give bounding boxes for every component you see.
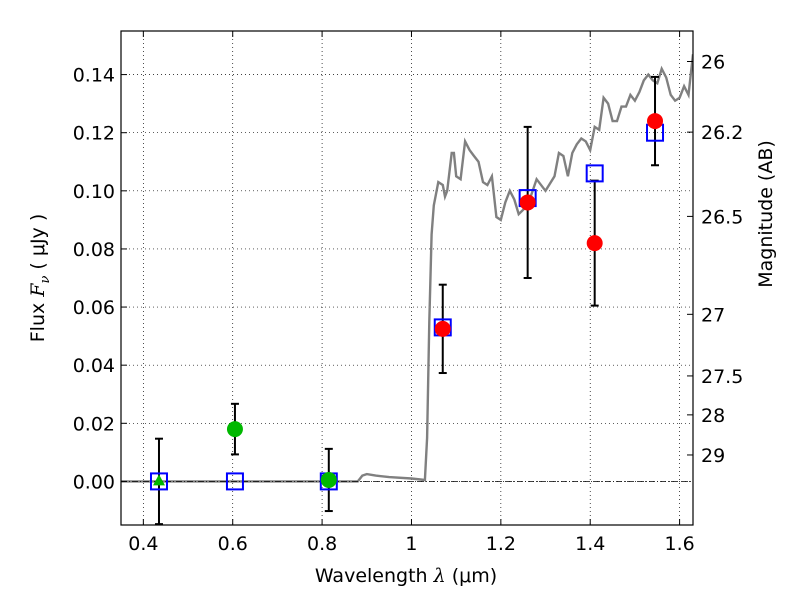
- grid-lines: [121, 31, 693, 525]
- data-point-marker: [434, 320, 451, 337]
- y2-tick-label: 26: [701, 52, 725, 74]
- tick-labels: 0.4 0.6 0.8 1 1.2 1.4 1.6 0.00 0.02 0.04 0.06 0.08 0…: [73, 52, 744, 555]
- x-axis-label: Wavelength λ (μm): [315, 565, 497, 587]
- y-tick-label: 0.10: [73, 181, 115, 203]
- y2-axis-label: Magnitude (AB): [755, 140, 777, 288]
- y2-tick-label: 26.5: [701, 206, 743, 228]
- y2-tick-label: 27: [701, 304, 725, 326]
- y-tick-label: 0.06: [73, 297, 115, 319]
- model-square-marker: [225, 472, 244, 491]
- x-tick-label: 0.4: [128, 533, 158, 555]
- model-spectrum-line: [121, 54, 693, 483]
- y2-tick-label: 29: [701, 445, 725, 467]
- y2-tick-label: 27.5: [701, 366, 743, 388]
- x-tick-label: 1.4: [575, 533, 605, 555]
- x-tick-label: 0.6: [218, 533, 248, 555]
- model-square-marker: [585, 164, 604, 183]
- y-tick-label: 0.00: [73, 471, 115, 493]
- data-point-marker: [519, 194, 536, 211]
- y2-tick-label: 26.2: [701, 122, 743, 144]
- error-bars: [154, 75, 660, 526]
- y2-tick-label: 28: [701, 405, 725, 427]
- data-point-marker: [320, 471, 337, 488]
- y-axis-label: Flux Fν ( μJy ): [27, 214, 53, 343]
- y-tick-label: 0.04: [73, 355, 115, 377]
- data-point-marker: [586, 235, 603, 252]
- data-point-marker: [647, 113, 664, 130]
- y-tick-label: 0.08: [73, 239, 115, 261]
- x-tick-label: 1.2: [486, 533, 516, 555]
- x-tick-label: 1.6: [664, 533, 694, 555]
- x-tick-label: 0.8: [307, 533, 337, 555]
- y-tick-label: 0.02: [73, 413, 115, 435]
- data-point-marker: [226, 421, 243, 438]
- model-spectrum: [121, 54, 693, 483]
- y-tick-label: 0.12: [73, 123, 115, 145]
- model-square-marker: [149, 472, 168, 491]
- upper-limit-marker: [152, 474, 165, 486]
- y-tick-label: 0.14: [73, 65, 115, 87]
- x-tick-label: 1: [405, 533, 417, 555]
- plot-frame: [120, 30, 694, 526]
- axes: [120, 30, 694, 526]
- data-markers: [149, 113, 665, 491]
